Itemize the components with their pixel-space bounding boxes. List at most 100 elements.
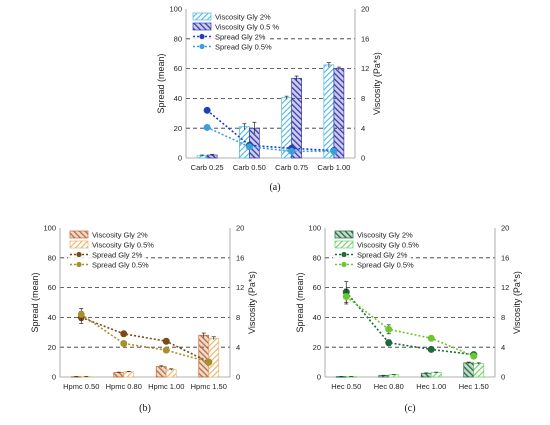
series-line bbox=[206, 109, 334, 152]
x-tick-label: Hec 0.50 bbox=[331, 382, 361, 391]
data-point bbox=[120, 339, 128, 347]
data-point bbox=[120, 330, 128, 338]
y-tick-label: 100 bbox=[308, 224, 321, 233]
y2-tick-label: 20 bbox=[361, 5, 369, 14]
bar bbox=[123, 371, 135, 378]
y2-tick-label: 12 bbox=[361, 64, 369, 73]
legend-swatch bbox=[192, 22, 212, 31]
y-tick-label: 20 bbox=[174, 124, 182, 133]
legend-label: Viscosity Gly 0.5% bbox=[357, 241, 419, 250]
data-point bbox=[245, 143, 253, 151]
legend-label: Spread Gly 0.5% bbox=[92, 261, 149, 270]
x-tick-label: Carb 1.00 bbox=[317, 163, 350, 172]
data-point bbox=[162, 337, 170, 345]
y2-tick-label: 20 bbox=[501, 224, 509, 233]
legend-swatch bbox=[334, 240, 354, 249]
x-tick-label: Hec 1.00 bbox=[416, 382, 446, 391]
chart-panel-2: 0 20 40 60 80 100 0 4 8 12 16 20 Spread (mean) Viscos… bbox=[30, 224, 257, 414]
y2-tick-label: 20 bbox=[236, 224, 244, 233]
legend-label: Viscosity Gly 0.5 % bbox=[215, 23, 279, 32]
legend: Viscosity Gly 2%Viscosity Gly 0.5%Spread… bbox=[68, 229, 154, 272]
bar bbox=[323, 64, 335, 159]
bar bbox=[198, 334, 210, 378]
x-tick-label: Carb 0.75 bbox=[275, 163, 308, 172]
legend-label: Viscosity Gly 2% bbox=[357, 231, 413, 240]
legend-marker bbox=[199, 43, 205, 50]
y-tick-label: 40 bbox=[48, 313, 56, 322]
y-tick-label: 60 bbox=[174, 64, 182, 73]
series-line bbox=[80, 313, 209, 363]
series-line bbox=[80, 316, 210, 363]
y2-tick-label: 16 bbox=[236, 253, 244, 262]
data-point bbox=[288, 147, 296, 155]
y-tick-label: 40 bbox=[174, 94, 182, 103]
panel-label: (a) bbox=[269, 182, 280, 193]
y-tick-label: 20 bbox=[313, 343, 321, 352]
panel-label: (c) bbox=[404, 403, 415, 414]
chart-panel-3: 0 20 40 60 80 100 0 4 8 12 16 20 Spread (mean) Viscos… bbox=[295, 224, 522, 414]
x-tick-label: Hec 0.80 bbox=[374, 382, 404, 391]
legend-label: Spread Gly 0.5% bbox=[357, 261, 414, 270]
legend-marker bbox=[76, 261, 82, 268]
series-line bbox=[345, 291, 474, 356]
bar bbox=[165, 369, 177, 378]
y-tick-label: 100 bbox=[43, 224, 56, 233]
y-tick-label: 40 bbox=[313, 313, 321, 322]
data-point bbox=[77, 310, 85, 318]
bar bbox=[420, 372, 432, 378]
x-tick-label: Hpmc 0.50 bbox=[63, 382, 99, 391]
panel-label: (b) bbox=[139, 403, 151, 414]
legend-label: Spread Gly 0.5% bbox=[215, 43, 272, 52]
y-tick-label: 100 bbox=[169, 5, 182, 14]
bar bbox=[208, 337, 220, 378]
data-point bbox=[385, 339, 393, 347]
x-tick-label: Carb 0.25 bbox=[191, 163, 224, 172]
data-point bbox=[203, 123, 211, 131]
y2-tick-label: 16 bbox=[501, 253, 509, 262]
data-point bbox=[385, 325, 393, 333]
y-tick-label: 80 bbox=[313, 253, 321, 262]
y-tick-label: 0 bbox=[317, 373, 321, 382]
bar bbox=[333, 68, 345, 159]
data-point bbox=[342, 293, 350, 301]
y-tick-label: 0 bbox=[52, 373, 56, 382]
legend-label: Spread Gly 2% bbox=[92, 251, 143, 260]
y2-tick-label: 0 bbox=[501, 373, 505, 382]
bar bbox=[430, 372, 442, 378]
y2-tick-label: 4 bbox=[501, 343, 505, 352]
y2-tick-label: 12 bbox=[501, 283, 509, 292]
legend-label: Spread Gly 2% bbox=[357, 251, 408, 260]
y-tick-label: 60 bbox=[313, 283, 321, 292]
x-tick-label: Hec 1.50 bbox=[459, 382, 489, 391]
data-point bbox=[427, 345, 435, 353]
bar bbox=[155, 366, 167, 378]
legend-label: Viscosity Gly 2% bbox=[215, 13, 271, 22]
y2-tick-label: 12 bbox=[236, 283, 244, 292]
y2-tick-label: 8 bbox=[361, 94, 365, 103]
data-point bbox=[203, 106, 211, 114]
legend-marker bbox=[76, 251, 82, 258]
y2-tick-label: 0 bbox=[361, 154, 365, 163]
legend-marker bbox=[341, 261, 347, 268]
data-point bbox=[427, 334, 435, 342]
data-point bbox=[330, 147, 338, 155]
legend-label: Viscosity Gly 0.5% bbox=[92, 241, 154, 250]
bar bbox=[473, 363, 485, 378]
y-tick-label: 60 bbox=[48, 283, 56, 292]
x-tick-label: Hpmc 1.00 bbox=[148, 382, 184, 391]
y2-tick-label: 8 bbox=[501, 313, 505, 322]
bar bbox=[378, 375, 390, 378]
y-axis-title: Spread (mean) bbox=[30, 272, 40, 332]
legend-swatch bbox=[334, 230, 354, 239]
data-point bbox=[162, 346, 170, 354]
legend-marker bbox=[341, 251, 347, 258]
data-point bbox=[470, 352, 478, 360]
bar bbox=[463, 362, 475, 378]
bar bbox=[388, 374, 400, 378]
legend: Viscosity Gly 2%Viscosity Gly 0.5%Spread… bbox=[333, 229, 419, 272]
y2-tick-label: 0 bbox=[236, 373, 240, 382]
y-tick-label: 0 bbox=[178, 154, 182, 163]
bar bbox=[113, 372, 125, 378]
y-tick-label: 80 bbox=[174, 34, 182, 43]
legend-marker bbox=[199, 33, 205, 40]
